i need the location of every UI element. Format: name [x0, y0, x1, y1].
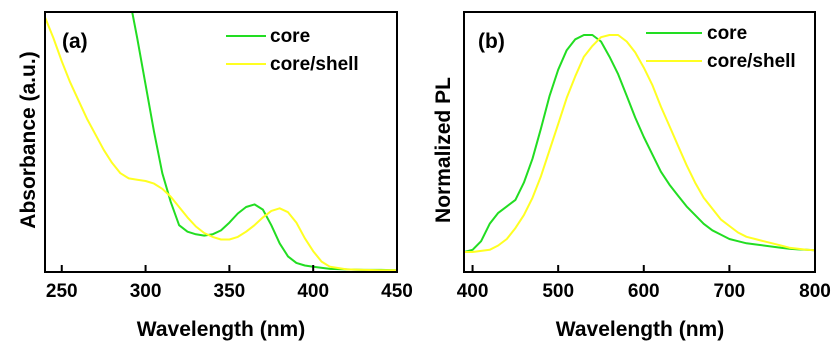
panel-a-x-tick-label-250: 250: [46, 281, 78, 302]
panel-a-x-tick-label-400: 400: [297, 281, 329, 302]
panel-b-pl: Normalized PL 400 500 600 700 800 (b) core c…: [432, 11, 831, 341]
panel-a-series-core: [131, 12, 397, 272]
panel-b-tag: (b): [478, 30, 505, 53]
panel-a-frame: [44, 11, 398, 273]
panel-a-ylabel: Absorbance (a.u.): [17, 51, 40, 228]
panel-b-legend-label-core: core: [707, 23, 747, 44]
panel-a-plot-area: [45, 12, 397, 272]
panel-a-series-coreshell: [45, 16, 397, 272]
panel-b-x-tick-label-700: 700: [714, 281, 746, 302]
panel-b-legend-label-coreshell: core/shell: [707, 51, 796, 72]
panel-a-xlabel: Wavelength (nm): [137, 318, 305, 341]
panel-a-x-tick-label-450: 450: [381, 281, 413, 302]
panel-b-frame: [463, 11, 816, 273]
panel-a-tag: (a): [62, 30, 88, 53]
panel-a-x-ticks: 250 300 350 400 450: [46, 265, 413, 302]
panel-a-absorbance: Absorbance (a.u.) 250 300 350 400 450 (a) co…: [17, 11, 413, 341]
panel-b-x-tick-label-400: 400: [457, 281, 489, 302]
panel-a-legend-label-coreshell: core/shell: [270, 54, 359, 75]
panel-a-legend: core core/shell: [226, 26, 359, 75]
panel-b-x-tick-label-500: 500: [542, 281, 574, 302]
panel-b-x-tick-label-800: 800: [799, 281, 831, 302]
panel-a-x-tick-label-350: 350: [214, 281, 246, 302]
panel-b-x-tick-label-600: 600: [628, 281, 660, 302]
panel-a-legend-label-core: core: [270, 26, 310, 47]
panel-b-ylabel: Normalized PL: [432, 77, 455, 223]
panel-b-plot-area: [464, 34, 815, 253]
panel-b-series-core: [464, 34, 815, 253]
panel-b-x-ticks: 400 500 600 700 800: [457, 265, 831, 302]
panel-a-x-tick-label-300: 300: [130, 281, 162, 302]
panel-b-xlabel: Wavelength (nm): [556, 318, 724, 341]
panel-b-legend: core core/shell: [646, 23, 796, 72]
panel-b-series-coreshell: [464, 34, 815, 253]
